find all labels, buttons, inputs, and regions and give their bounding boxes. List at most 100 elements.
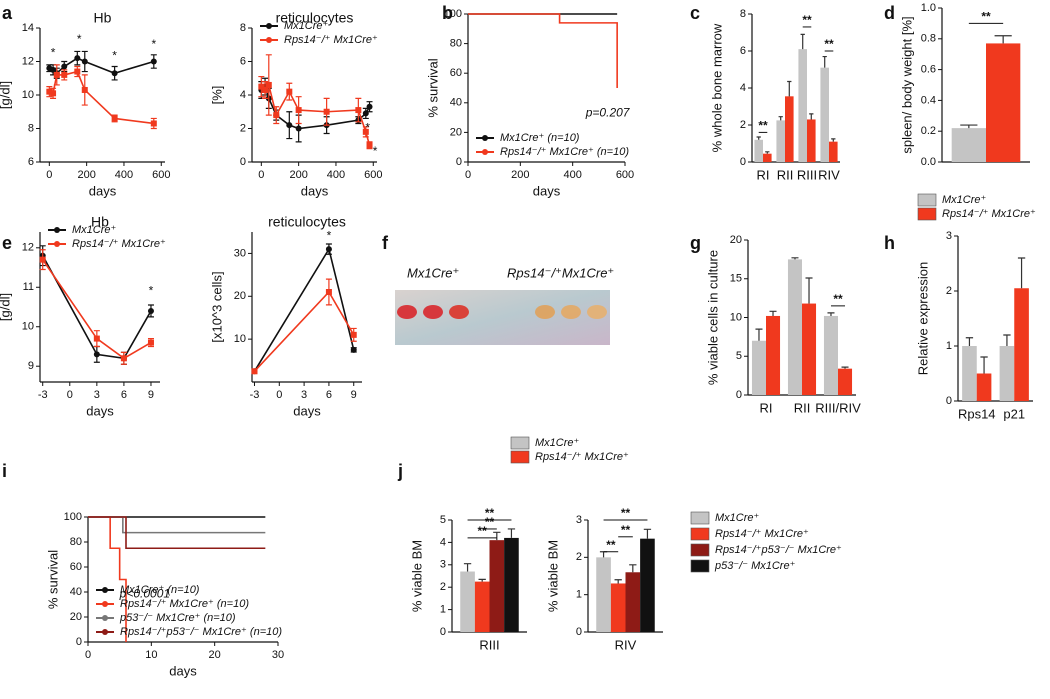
annotation: *	[77, 32, 82, 46]
bar	[802, 303, 817, 395]
legend-swatch	[510, 450, 530, 464]
point	[323, 108, 330, 115]
y-tick-label: 12	[22, 55, 34, 67]
y-tick-label: 3	[440, 559, 446, 571]
annotation: **	[833, 292, 843, 306]
series-line	[42, 255, 152, 360]
y-axis-label: % whole bone marrow	[709, 23, 724, 152]
error-bar	[755, 328, 763, 341]
x-tick-label: Rps14	[958, 406, 996, 421]
y-tick-label: 10	[22, 321, 34, 333]
bar	[787, 259, 802, 395]
y-axis-label: Relative expression	[915, 262, 930, 375]
y-tick-label: 5	[440, 514, 446, 526]
y-tick-label: 2	[440, 581, 446, 593]
y-tick-label: 15	[730, 273, 742, 285]
y-tick-label: 2	[240, 122, 246, 134]
x-tick-label: 600	[364, 169, 382, 181]
error-bar	[965, 337, 974, 346]
x-tick-label: RIV	[615, 637, 637, 652]
x-tick-label: RIV	[818, 167, 840, 182]
point	[111, 115, 118, 122]
legend-swatch	[690, 511, 710, 525]
bar	[976, 373, 992, 401]
photo-label: Mx1Cre⁺	[407, 265, 459, 280]
y-tick-label: 1	[946, 340, 952, 352]
y-tick-label: 0	[736, 389, 742, 401]
x-tick-label: 0	[67, 389, 73, 401]
panel-label: f	[382, 233, 389, 253]
point	[147, 339, 154, 346]
point	[362, 128, 369, 135]
legend-swatch	[54, 227, 60, 233]
panel-label: i	[2, 461, 7, 481]
error-bar	[1017, 257, 1026, 289]
legend-swatch	[690, 527, 710, 541]
legend-label: Mx1Cre⁺	[284, 20, 329, 32]
x-tick-label: RII	[777, 167, 794, 182]
x-tick-label: 400	[563, 169, 581, 181]
y-tick-label: 40	[70, 586, 82, 598]
error-bar	[463, 563, 472, 572]
x-tick-label: 200	[511, 169, 529, 181]
panel-label: a	[2, 3, 13, 23]
y-tick-label: 80	[450, 38, 462, 50]
chart-title: Hb	[94, 10, 112, 26]
legend-swatch	[54, 241, 60, 247]
chart-title: Hb	[91, 214, 109, 230]
bar	[504, 537, 519, 632]
point	[61, 63, 68, 70]
panel-label: d	[884, 3, 895, 23]
annotation: *	[51, 45, 56, 59]
x-tick-label: 0	[465, 169, 471, 181]
bar	[829, 141, 838, 162]
x-tick-label: RII	[794, 400, 811, 415]
x-tick-label: 3	[94, 389, 100, 401]
error-bar	[809, 113, 814, 120]
legend-swatch	[510, 436, 530, 450]
y-tick-label: 0.2	[921, 125, 936, 137]
legend-swatch	[917, 193, 937, 207]
point	[93, 335, 100, 342]
y-tick-label: 20	[234, 290, 246, 302]
point	[286, 122, 293, 129]
annotation: p=0.207	[585, 105, 631, 119]
legend-label: Rps14⁻/⁺p53⁻/⁻ Mx1Cre⁺ (n=10)	[120, 626, 282, 638]
bar	[489, 540, 505, 632]
point	[74, 68, 81, 75]
x-tick-label: 20	[209, 649, 221, 661]
series-line	[468, 13, 618, 88]
tube	[423, 305, 443, 319]
bar	[625, 572, 641, 632]
point	[262, 86, 269, 93]
series-line	[42, 259, 152, 360]
point	[39, 256, 46, 263]
y-tick-label: 100	[444, 8, 462, 20]
x-tick-label: RIII	[797, 167, 817, 182]
y-axis-label: [%]	[209, 86, 224, 105]
x-tick-label: 6	[326, 389, 332, 401]
x-tick-label: 400	[327, 169, 345, 181]
point	[81, 86, 88, 93]
y-tick-label: 1	[440, 604, 446, 616]
error-bar	[805, 277, 813, 304]
y-axis-label: % viable BM	[545, 540, 560, 612]
x-tick-label: 9	[148, 389, 154, 401]
x-tick-label: 600	[616, 169, 634, 181]
y-tick-label: 0.4	[921, 94, 936, 106]
point	[350, 331, 357, 338]
annotation: **	[485, 515, 495, 529]
error-bar	[980, 356, 988, 374]
y-axis-label: spleen/ body weight [%]	[899, 16, 914, 153]
panel-label: b	[442, 3, 453, 23]
x-axis-label: days	[293, 403, 321, 418]
bar	[1014, 288, 1029, 401]
x-axis-label: days	[86, 403, 114, 418]
y-tick-label: 0	[440, 626, 446, 638]
y-tick-label: 20	[730, 234, 742, 246]
x-tick-label: RIII/RIV	[815, 400, 861, 415]
legend-swatch	[690, 559, 710, 573]
point	[286, 88, 293, 95]
point	[111, 70, 118, 77]
